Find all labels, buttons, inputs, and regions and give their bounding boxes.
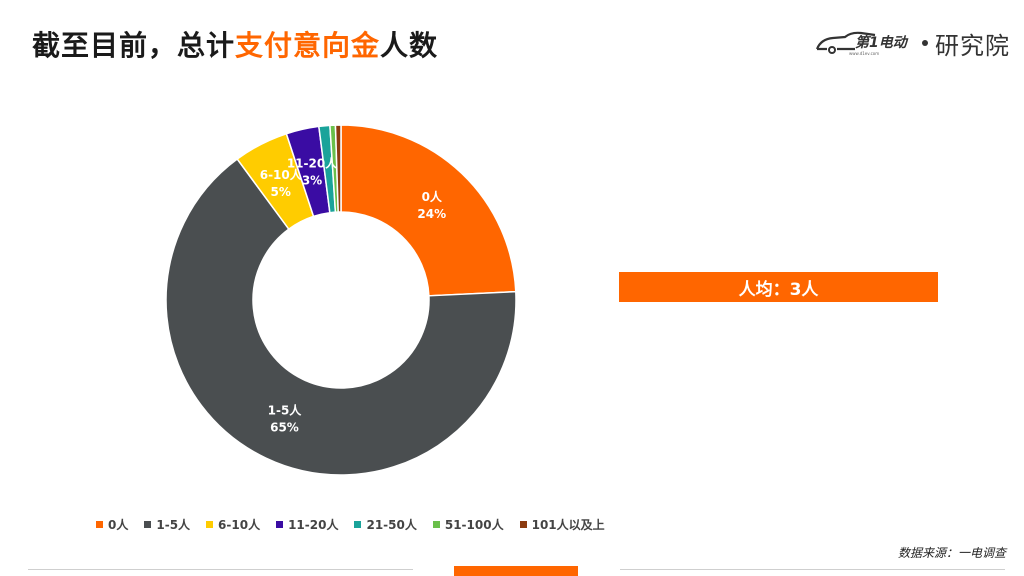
donut-labels: 0人 24% 1-5人 65% 6-10人 5% 11-20人 3% bbox=[260, 156, 446, 435]
legend-swatch bbox=[354, 521, 362, 528]
legend-item-4: 21-50人 bbox=[354, 516, 417, 533]
legend-label: 21-50人 bbox=[366, 518, 417, 532]
legend-item-5: 51-100人 bbox=[432, 516, 504, 533]
slice-value-label-3: 3% bbox=[302, 174, 322, 188]
legend-swatch bbox=[519, 521, 527, 528]
legend-label: 0人 bbox=[108, 518, 129, 532]
legend-swatch bbox=[206, 521, 214, 528]
footer-divider-right bbox=[620, 569, 1005, 570]
brand-logo: 第1电动 www.d1ev.com 研究院 bbox=[815, 28, 1010, 60]
legend-label: 101人以及上 bbox=[531, 518, 605, 532]
legend-label: 6-10人 bbox=[218, 518, 261, 532]
donut-slice-0 bbox=[340, 124, 517, 297]
logo-brand-text: 第1电动 bbox=[855, 34, 909, 51]
logo-separator-dot bbox=[922, 40, 928, 46]
donut-slice-6 bbox=[334, 124, 342, 213]
source-note: 数据来源：一电调查 bbox=[897, 546, 1006, 560]
page-title: 截至目前，总计支付意向金人数 bbox=[32, 24, 438, 64]
legend-swatch bbox=[276, 521, 284, 528]
legend-item-6: 101人以及上 bbox=[519, 516, 605, 533]
slice-value-label-2: 5% bbox=[271, 185, 291, 199]
donut-slice-1 bbox=[165, 158, 517, 476]
slice-name-label-0: 0人 bbox=[422, 189, 443, 204]
slice-name-label-3: 11-20人 bbox=[287, 156, 338, 171]
title-prefix: 截至目前，总计 bbox=[32, 29, 236, 62]
legend-label: 51-100人 bbox=[444, 518, 504, 532]
average-label: 人均：3人 bbox=[738, 279, 819, 300]
slice-name-label-2: 6-10人 bbox=[260, 167, 303, 182]
slice-value-label-0: 24% bbox=[417, 207, 446, 221]
logo-sub-text: 研究院 bbox=[935, 31, 1010, 60]
legend-swatch bbox=[96, 521, 103, 528]
car-logo-icon: 第1电动 www.d1ev.com bbox=[815, 31, 909, 56]
title-suffix: 人数 bbox=[380, 29, 439, 62]
donut-slices bbox=[165, 124, 517, 476]
legend-item-0: 0人 bbox=[96, 516, 128, 533]
footer-accent-bar bbox=[454, 566, 578, 576]
legend-swatch bbox=[144, 521, 152, 528]
chart-legend: 0人 1-5人 6-10人 11-20人 21-50人 51-100人 101人以及上 bbox=[96, 516, 605, 533]
slice-value-label-1: 65% bbox=[270, 421, 299, 435]
average-badge: 人均：3人 bbox=[619, 272, 938, 302]
footer-divider-left bbox=[28, 569, 413, 570]
legend-label: 1-5人 bbox=[156, 518, 191, 532]
legend-label: 11-20人 bbox=[288, 518, 339, 532]
legend-item-2: 6-10人 bbox=[206, 516, 260, 533]
slice-name-label-1: 1-5人 bbox=[268, 403, 303, 418]
legend-item-1: 1-5人 bbox=[144, 516, 190, 533]
legend-swatch bbox=[432, 521, 440, 528]
logo-url-text: www.d1ev.com bbox=[849, 51, 879, 56]
legend-item-3: 11-20人 bbox=[276, 516, 338, 533]
title-highlight: 支付意向金 bbox=[235, 29, 381, 62]
